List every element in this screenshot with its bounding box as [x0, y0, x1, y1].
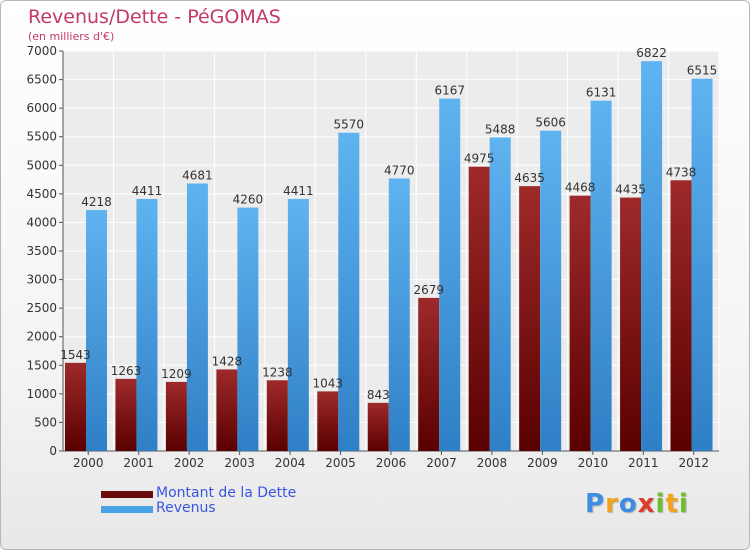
debt-bar	[367, 402, 389, 451]
legend-label-revenus: Revenus	[156, 500, 216, 516]
debt-bar	[317, 391, 339, 451]
revenus-bar	[136, 198, 158, 451]
debt-value-label: 2679	[413, 283, 444, 297]
revenus-value-label: 6822	[636, 46, 667, 60]
x-tick-label: 2009	[527, 456, 558, 470]
revenus-value-label: 4770	[384, 163, 415, 177]
revenus-value-label: 4411	[132, 184, 163, 198]
debt-value-label: 1209	[161, 367, 192, 381]
revenus-bar	[489, 137, 511, 451]
x-tick-label: 2002	[174, 456, 205, 470]
debt-bar	[418, 297, 440, 451]
logo-letter: t	[665, 489, 679, 519]
revenus-value-label: 4681	[182, 169, 213, 183]
x-tick-label: 2004	[275, 456, 306, 470]
revenus-value-label: 5570	[334, 118, 365, 132]
data-labels: 1543 4218 1263 4411 1209 4681 1428 4260 1238 4411…	[60, 46, 717, 402]
debt-bar	[115, 378, 137, 451]
revenus-bar	[338, 132, 360, 451]
proxiti-logo: Proxiti	[585, 489, 689, 519]
debt-bar	[569, 195, 591, 451]
x-tick-label: 2012	[678, 456, 709, 470]
revenus-bar	[388, 178, 410, 451]
debt-value-label: 843	[367, 388, 390, 402]
bars	[65, 61, 713, 452]
debt-value-label: 1263	[111, 364, 142, 378]
y-tick-label: 500	[34, 415, 57, 429]
debt-bar	[216, 369, 238, 451]
x-tick-label: 2008	[477, 456, 508, 470]
debt-bar	[165, 381, 187, 451]
debt-value-label: 4468	[565, 181, 596, 195]
revenus-value-label: 6515	[687, 64, 718, 78]
x-tick-label: 2006	[376, 456, 407, 470]
debt-value-label: 4975	[464, 152, 495, 166]
y-tick-label: 2000	[26, 330, 57, 344]
x-tick-label: 2010	[578, 456, 609, 470]
x-tick-label: 2007	[426, 456, 457, 470]
logo-letter: P	[585, 489, 606, 519]
debt-bar	[468, 166, 490, 451]
revenus-value-label: 4218	[81, 195, 112, 209]
y-tick-label: 0	[49, 444, 57, 458]
y-tick-label: 6000	[26, 101, 57, 115]
x-tick-label: 2000	[73, 456, 104, 470]
revenus-bar	[641, 61, 663, 452]
logo-letter: r	[605, 489, 619, 519]
revenus-bar	[287, 198, 309, 451]
debt-bar	[65, 362, 86, 451]
legend-swatch-debt	[101, 491, 153, 498]
revenus-value-label: 6167	[434, 84, 465, 98]
y-tick-label: 7000	[26, 44, 57, 58]
x-tick-label: 2001	[123, 456, 154, 470]
revenus-value-label: 6131	[586, 86, 617, 100]
y-tick-label: 6500	[26, 73, 57, 87]
debt-value-label: 4435	[615, 183, 646, 197]
y-tick-label: 1000	[26, 387, 57, 401]
x-tick-label: 2003	[224, 456, 255, 470]
legend-label-debt: Montant de la Dette	[156, 485, 297, 501]
revenus-value-label: 4411	[283, 184, 314, 198]
debt-bar	[620, 197, 642, 451]
revenus-bar	[691, 78, 713, 451]
revenus-bar	[237, 207, 259, 451]
y-tick-label: 2500	[26, 301, 57, 315]
y-tick-label: 1500	[26, 358, 57, 372]
logo-letter: i	[655, 489, 666, 519]
debt-value-label: 1238	[262, 365, 293, 379]
y-tick-label: 5000	[26, 158, 57, 172]
revenus-bar	[439, 98, 461, 451]
revenus-bar	[86, 209, 107, 451]
chart-subtitle: (en milliers d'€)	[28, 30, 115, 43]
logo-letter: x	[637, 489, 656, 519]
y-tick-label: 4000	[26, 215, 57, 229]
x-tick-label: 2005	[325, 456, 356, 470]
revenus-bar	[540, 130, 562, 451]
debt-bar	[266, 380, 288, 451]
debt-value-label: 4738	[666, 165, 697, 179]
logo-letter: i	[678, 489, 689, 519]
revenus-value-label: 4260	[233, 193, 264, 207]
revenus-bar	[590, 100, 612, 452]
y-tick-label: 5500	[26, 130, 57, 144]
y-tick-label: 3000	[26, 273, 57, 287]
revenus-value-label: 5488	[485, 122, 516, 136]
y-tick-label: 4500	[26, 187, 57, 201]
y-tick-label: 3500	[26, 244, 57, 258]
debt-bar	[670, 180, 692, 451]
revenus-bar	[186, 183, 208, 451]
chart-title: Revenus/Dette - PéGOMAS	[28, 6, 281, 28]
debt-value-label: 4635	[514, 171, 545, 185]
x-tick-label: 2011	[628, 456, 659, 470]
revenus-value-label: 5606	[535, 116, 566, 130]
debt-value-label: 1428	[212, 354, 243, 368]
debt-value-label: 1543	[60, 348, 91, 362]
legend-swatch-revenus	[101, 506, 153, 513]
logo-letter: o	[618, 489, 638, 519]
debt-value-label: 1043	[313, 376, 344, 390]
axes: 0 500 1000 1500 2000 2500 3000 3500 4000 4500 5000…	[26, 44, 719, 470]
debt-bar	[519, 186, 541, 451]
